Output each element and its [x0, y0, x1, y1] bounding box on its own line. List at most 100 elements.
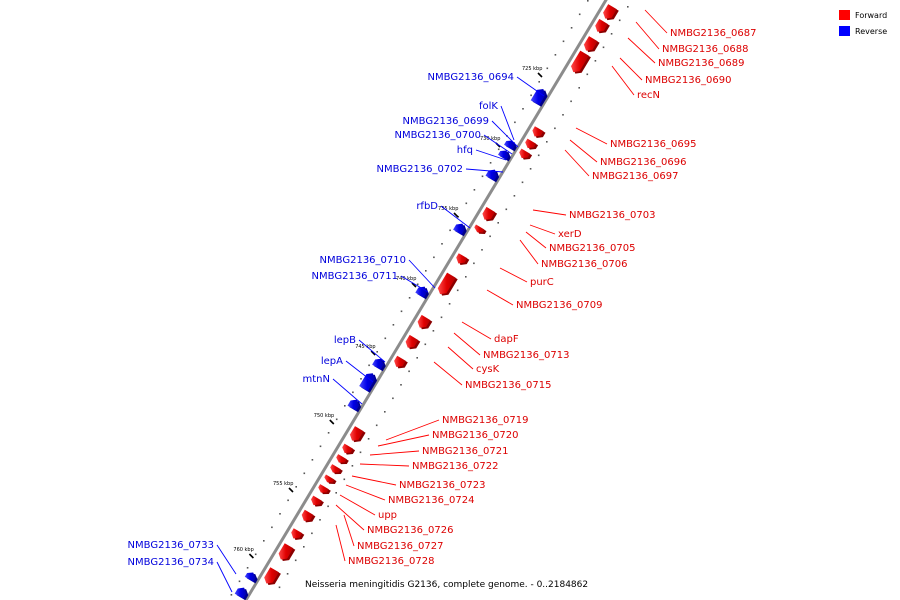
scale-dot: [538, 81, 540, 83]
scale-dot: [546, 141, 548, 143]
leader-line: [499, 267, 528, 283]
scale-dot: [343, 478, 346, 481]
scale-dot: [449, 229, 451, 232]
forward-gene-label: upp: [378, 510, 397, 521]
scale-dot: [279, 513, 281, 515]
reverse-gene: [244, 572, 258, 584]
reverse-gene-label: NMBG2136_0694: [428, 72, 514, 83]
scale-dot: [481, 175, 484, 178]
scale-dot: [295, 486, 297, 488]
leader-line: [569, 139, 598, 163]
forward-gene-label: NMBG2136_0689: [658, 58, 744, 69]
leader-line: [519, 239, 539, 265]
reverse-gene-label: mtnN: [303, 374, 330, 385]
forward-gene: [301, 509, 316, 523]
gene-features: [234, 4, 619, 600]
gene-arrow: [264, 567, 279, 584]
gene-arrow: [405, 334, 419, 348]
scale-dot: [359, 451, 362, 454]
scale-dot: [311, 459, 314, 461]
gene-arrow: [504, 140, 515, 150]
forward-gene: [474, 224, 487, 234]
scale-dot: [610, 33, 613, 35]
forward-gene: [330, 464, 343, 475]
scale-dot: [400, 384, 402, 386]
scale-dot: [514, 121, 516, 124]
scale-dot: [448, 303, 451, 305]
forward-gene: [336, 454, 349, 465]
scale-dot: [440, 316, 443, 319]
gene-arrow: [349, 426, 364, 441]
scale-dot: [287, 499, 289, 502]
leader-line: [483, 134, 513, 155]
forward-gene-label: NMBG2136_0703: [569, 210, 655, 221]
legend-forward-label: Forward: [855, 11, 887, 20]
leader-line: [619, 57, 643, 81]
leader-line: [216, 544, 237, 575]
reverse-gene-label: folK: [479, 101, 498, 112]
leader-line: [385, 419, 440, 441]
reverse-gene-label: NMBG2136_0700: [395, 130, 481, 141]
forward-gene: [456, 253, 470, 265]
forward-gene-label: NMBG2136_0695: [610, 139, 696, 150]
reverse-gene: [234, 587, 249, 600]
reverse-gene: [485, 169, 500, 183]
tick-mark: [370, 350, 376, 356]
scale-dot: [521, 181, 524, 184]
legend: Forward Reverse: [839, 10, 887, 36]
forward-gene-label: dapF: [494, 334, 519, 345]
forward-gene: [525, 138, 539, 150]
scale-dot: [238, 580, 241, 583]
leader-line: [335, 504, 365, 531]
forward-gene: [349, 426, 366, 443]
leader-line: [486, 289, 514, 306]
reverse-gene-label: hfq: [457, 145, 473, 156]
leader-line: [377, 434, 430, 447]
forward-gene-label: NMBG2136_0723: [399, 480, 485, 491]
gene-arrow: [278, 543, 294, 560]
scale-dot: [481, 249, 483, 251]
forward-gene-label: xerD: [558, 229, 582, 240]
forward-gene-label: NMBG2136_0726: [367, 525, 453, 536]
gene-arrow: [482, 206, 496, 220]
leader-line: [575, 127, 608, 145]
leader-line: [465, 168, 504, 173]
scale-dot: [319, 519, 321, 521]
scale-dot: [246, 567, 249, 569]
leader-line: [627, 37, 656, 64]
leader-line: [564, 149, 590, 177]
scale-dot: [368, 364, 370, 367]
leader-line: [358, 339, 386, 363]
scale-dot: [278, 586, 281, 589]
gene-arrow: [485, 169, 498, 181]
tick-mark: [248, 553, 254, 559]
forward-gene-label: NMBG2136_0697: [592, 171, 678, 182]
scale-dot: [537, 154, 540, 157]
scale-dot: [497, 222, 499, 224]
tick-label: 750 kbp: [314, 413, 334, 419]
forward-gene-label: NMBG2136_0690: [645, 75, 731, 86]
leader-line: [453, 332, 481, 356]
forward-gene: [405, 334, 421, 350]
leader-line: [400, 275, 429, 293]
leader-line: [408, 259, 436, 289]
forward-gene-label: NMBG2136_0713: [483, 350, 569, 361]
forward-gene-label: NMBG2136_0706: [541, 259, 627, 270]
gene-arrow: [291, 528, 303, 539]
scale-dot: [505, 208, 508, 211]
scale-dot: [441, 243, 443, 245]
reverse-gene: [372, 358, 386, 372]
reverse-gene: [504, 140, 517, 152]
leader-line: [339, 494, 376, 516]
scale-dot: [319, 445, 322, 448]
gene-arrow: [347, 399, 360, 411]
gene-arrow: [525, 138, 537, 149]
scale-dot: [562, 114, 564, 116]
forward-gene: [342, 443, 356, 455]
forward-gene: [311, 495, 324, 507]
scale-dot: [554, 54, 557, 56]
tick-label: 760 kbp: [233, 547, 253, 553]
legend-reverse-swatch: [839, 26, 850, 36]
